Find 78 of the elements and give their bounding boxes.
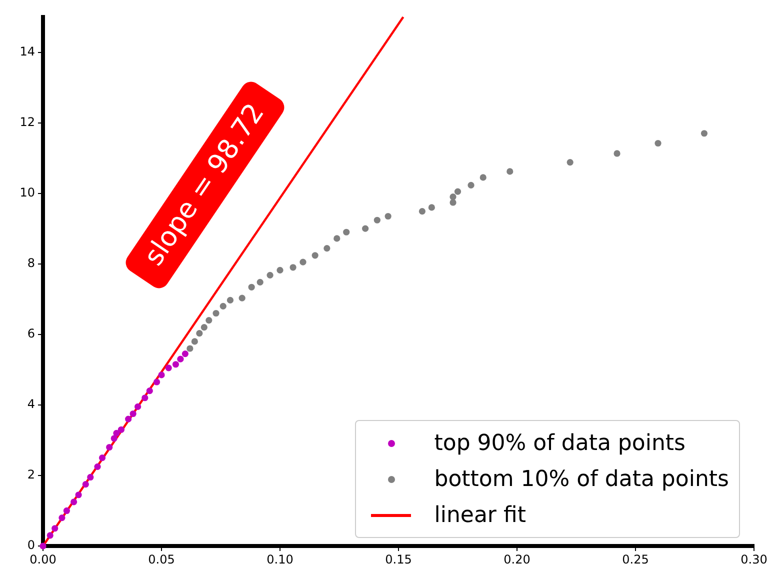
point (70, 498, 78, 506)
point (177, 356, 184, 362)
point (196, 330, 203, 337)
point (266, 272, 274, 278)
point (186, 345, 194, 352)
point (172, 361, 180, 368)
point (290, 264, 296, 271)
point (362, 225, 369, 232)
y-tick-label: 12 (20, 114, 35, 129)
point (206, 316, 212, 324)
point (226, 296, 234, 304)
y-tick-label: 4 (27, 397, 35, 412)
point (40, 542, 46, 550)
point (506, 168, 514, 175)
point (384, 212, 392, 220)
point (654, 140, 662, 147)
point (256, 278, 264, 286)
point (450, 199, 456, 206)
x-tick-label: 0.20 (504, 552, 530, 566)
point (220, 302, 226, 310)
point (343, 228, 350, 236)
point (106, 444, 113, 451)
point (454, 188, 462, 195)
point (418, 208, 426, 215)
point (63, 507, 70, 514)
point (142, 394, 148, 402)
point (191, 338, 198, 345)
point (182, 350, 188, 358)
point (212, 310, 220, 317)
point (566, 159, 574, 166)
point (312, 252, 318, 259)
point (200, 324, 208, 331)
point (276, 266, 284, 274)
x-tick-label: 0.10 (266, 552, 294, 566)
y-tick-label: 0 (27, 538, 35, 552)
point (700, 130, 708, 137)
point (125, 416, 132, 422)
point (300, 258, 306, 266)
point (153, 378, 160, 386)
y-tick-label: 2 (27, 468, 35, 482)
y-tick-label: 6 (27, 326, 35, 341)
x-tick-label: 0.00 (30, 552, 56, 566)
point (110, 435, 118, 442)
legend-label: linear fit (434, 502, 526, 528)
x-tick-label: 0.05 (148, 552, 175, 566)
x-tick-label: 0.15 (385, 552, 412, 566)
point (52, 525, 58, 532)
point (450, 194, 456, 200)
x-tick-label: 0.25 (622, 552, 649, 566)
point (146, 388, 153, 394)
point (87, 474, 94, 481)
point (165, 364, 172, 372)
y-tick-label: 10 (20, 185, 35, 200)
point (468, 182, 474, 189)
point (94, 463, 101, 470)
point (118, 426, 125, 433)
point (82, 480, 89, 488)
point (75, 492, 82, 498)
x-tick-label: 0.30 (740, 552, 768, 566)
point (334, 235, 340, 242)
point (480, 174, 486, 181)
point (248, 284, 255, 290)
point (134, 403, 142, 410)
legend-label: top 90% of data points (434, 430, 686, 456)
point (58, 514, 66, 522)
point (324, 245, 330, 252)
point (98, 454, 106, 462)
point (238, 294, 246, 302)
y-tick-label: 14 (20, 44, 35, 58)
point (130, 410, 136, 418)
point (113, 430, 120, 436)
point (46, 532, 54, 539)
point (428, 204, 435, 211)
point (614, 150, 620, 157)
legend-label: bottom 10% of data points (434, 466, 729, 492)
y-tick-label: 8 (27, 256, 35, 270)
point (374, 216, 380, 224)
point (158, 372, 165, 378)
